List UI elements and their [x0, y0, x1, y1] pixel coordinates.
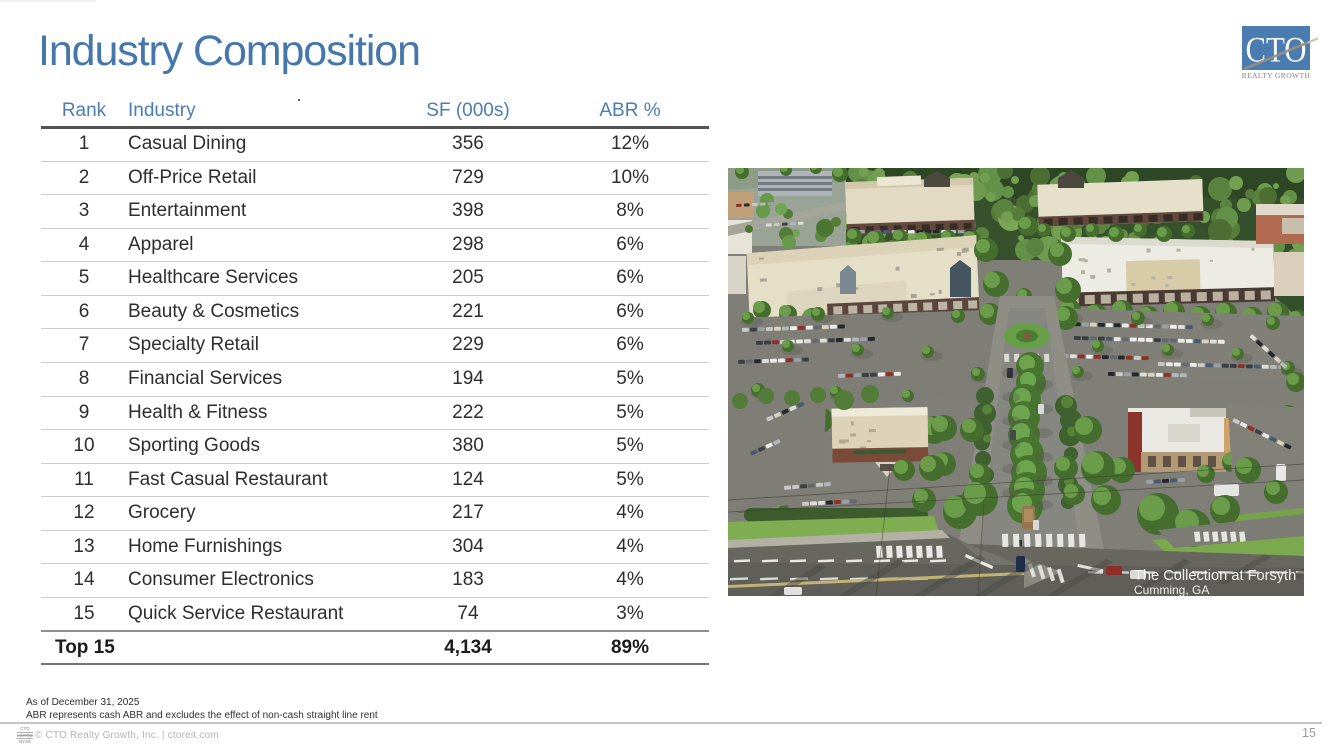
svg-text:The Collection at Forsyth: The Collection at Forsyth [1134, 568, 1296, 584]
svg-text:Cumming, GA: Cumming, GA [1134, 583, 1209, 596]
